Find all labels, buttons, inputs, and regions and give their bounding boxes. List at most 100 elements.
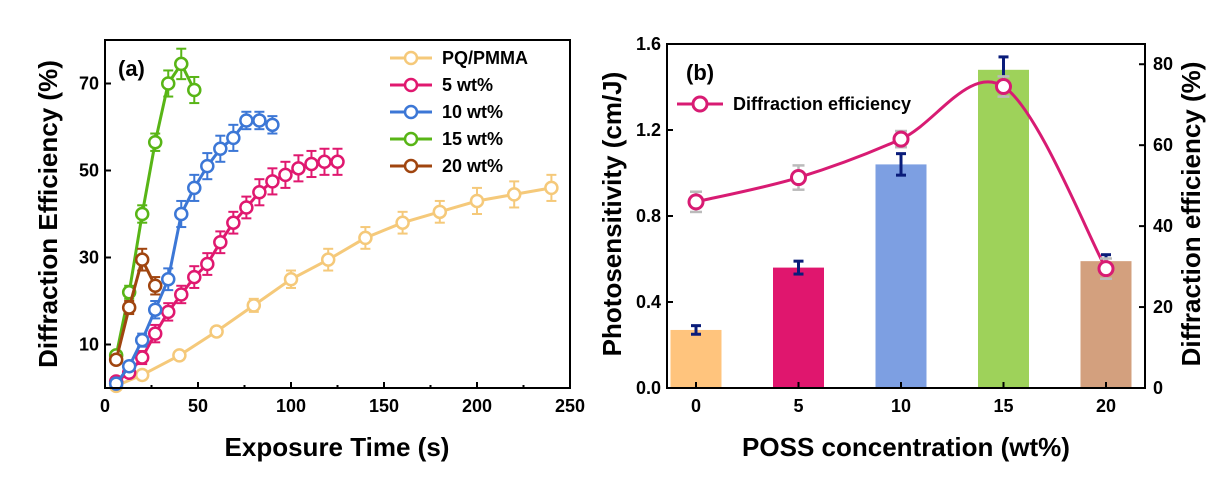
x-tick-label: 5 [793, 396, 803, 416]
series-2-point [226, 130, 241, 146]
panel-a-chart: 0 50 100 150 200 250 10 30 50 70 (a) PQ/PMMA 5 wt%… [33, 39, 585, 462]
efficiency-point [790, 169, 807, 187]
series-0-point [320, 252, 336, 267]
efficiency-point [687, 193, 705, 211]
panel-b-label: (b) [686, 60, 714, 85]
series-1-point [330, 154, 345, 170]
series-1-point [317, 154, 332, 170]
series-0-point [246, 298, 262, 313]
legend-label-0: PQ/PMMA [442, 48, 528, 68]
series-1-point [160, 304, 176, 320]
series-0-point [172, 348, 187, 363]
series-3-point [134, 206, 150, 222]
series-1-point [174, 287, 189, 302]
bar-3 [978, 69, 1029, 389]
series-4-group [108, 247, 163, 367]
series-3-point [160, 76, 176, 91]
legend-label-efficiency: Diffraction efficiency [733, 94, 911, 114]
series-1-point [147, 326, 163, 341]
series-3-point [147, 134, 163, 150]
series-4-point [134, 252, 150, 267]
x-tick-label: 20 [1096, 396, 1116, 416]
panel-a-data-layer [108, 47, 559, 394]
legend-label-1: 5 wt% [442, 75, 493, 95]
panel-a-legend: PQ/PMMA 5 wt% 10 wt% 15 wt% 20 wt% [390, 48, 528, 176]
panel-a-x-axis-title: Exposure Time (s) [225, 432, 450, 462]
legend-marker-efficiency [691, 95, 709, 113]
bar-2 [875, 164, 927, 388]
x-tick-label: 0 [691, 396, 701, 416]
series-2-point [252, 113, 267, 128]
series-2-point [121, 359, 137, 374]
efficiency-line [695, 80, 1108, 270]
right-y-tick-label: 80 [1153, 54, 1173, 74]
series-0-point [469, 193, 485, 209]
series-1-group [108, 147, 345, 389]
series-4-line [114, 255, 157, 361]
series-1-point [200, 256, 215, 272]
x-tick-label: 10 [891, 396, 911, 416]
series-2-point [160, 272, 176, 287]
y-tick-label: 30 [79, 248, 99, 268]
bar-0 [670, 329, 722, 388]
x-tick-label: 15 [993, 396, 1013, 416]
x-tick-label: 50 [188, 396, 208, 416]
series-2-point [239, 113, 254, 128]
panel-b-bars [670, 55, 1132, 389]
series-0-point [395, 215, 410, 230]
x-tick-label: 100 [276, 396, 306, 416]
bar-1 [773, 267, 824, 388]
panel-a-y-axis-title: Diffraction Efficiency (%) [33, 60, 63, 368]
legend-marker-3 [403, 131, 419, 147]
panel-b-legend: Diffraction efficiency [677, 94, 911, 114]
left-y-tick-label: 0.0 [636, 378, 661, 398]
series-2-point [134, 332, 150, 348]
legend-label-2: 10 wt% [442, 102, 503, 122]
series-1-point [265, 174, 280, 189]
series-0-point [358, 230, 373, 246]
right-y-tick-label: 0 [1153, 378, 1163, 398]
panel-a-ticks: 0 50 100 150 200 250 10 30 50 70 [79, 74, 585, 417]
series-4-point [108, 352, 124, 367]
series-0-group [108, 173, 559, 394]
left-y-tick-label: 1.6 [636, 34, 661, 54]
series-4-point [147, 278, 163, 294]
series-2-point [108, 376, 124, 391]
y-tick-label: 70 [79, 74, 99, 94]
panel-b-ticks: 0 5 10 15 20 0.0 0.4 0.8 1.2 1.6 0 20 40 60 80 [636, 34, 1173, 416]
series-2-point [265, 117, 280, 133]
right-y-tick-label: 60 [1153, 135, 1173, 155]
series-1-point [213, 235, 228, 250]
y-tick-label: 10 [79, 335, 99, 355]
series-2-point [187, 180, 202, 196]
series-1-point [291, 161, 306, 176]
series-2-point [174, 206, 189, 222]
bar-4 [1080, 261, 1132, 388]
series-1-point [252, 185, 267, 200]
series-0-point [209, 324, 224, 339]
series-1-point [278, 167, 293, 183]
panel-b-chart: 0 5 10 15 20 0.0 0.4 0.8 1.2 1.6 0 20 40 60 80 (b) Dif… [597, 34, 1206, 462]
left-y-tick-label: 0.8 [636, 206, 661, 226]
panel-b-line-layer [687, 75, 1115, 280]
legend-marker-2 [403, 104, 419, 120]
series-2-point [213, 141, 228, 156]
y-tick-label: 50 [79, 161, 99, 181]
x-tick-label: 150 [369, 396, 399, 416]
series-1-point [187, 269, 202, 285]
series-4-point [121, 300, 137, 315]
series-1-point [226, 215, 241, 230]
legend-label-4: 20 wt% [442, 156, 503, 176]
series-3-point [174, 56, 189, 72]
series-3-group [108, 47, 202, 363]
series-3-point [187, 82, 202, 98]
left-y-tick-label: 0.4 [636, 292, 661, 312]
series-0-point [506, 187, 522, 202]
panel-b-right-y-axis-title: Diffraction efficiency (%) [1176, 62, 1206, 367]
x-tick-label: 200 [462, 396, 492, 416]
efficiency-point [1097, 260, 1115, 278]
x-tick-label: 0 [100, 396, 110, 416]
series-0-point [544, 180, 559, 196]
left-y-tick-label: 1.2 [636, 120, 661, 140]
